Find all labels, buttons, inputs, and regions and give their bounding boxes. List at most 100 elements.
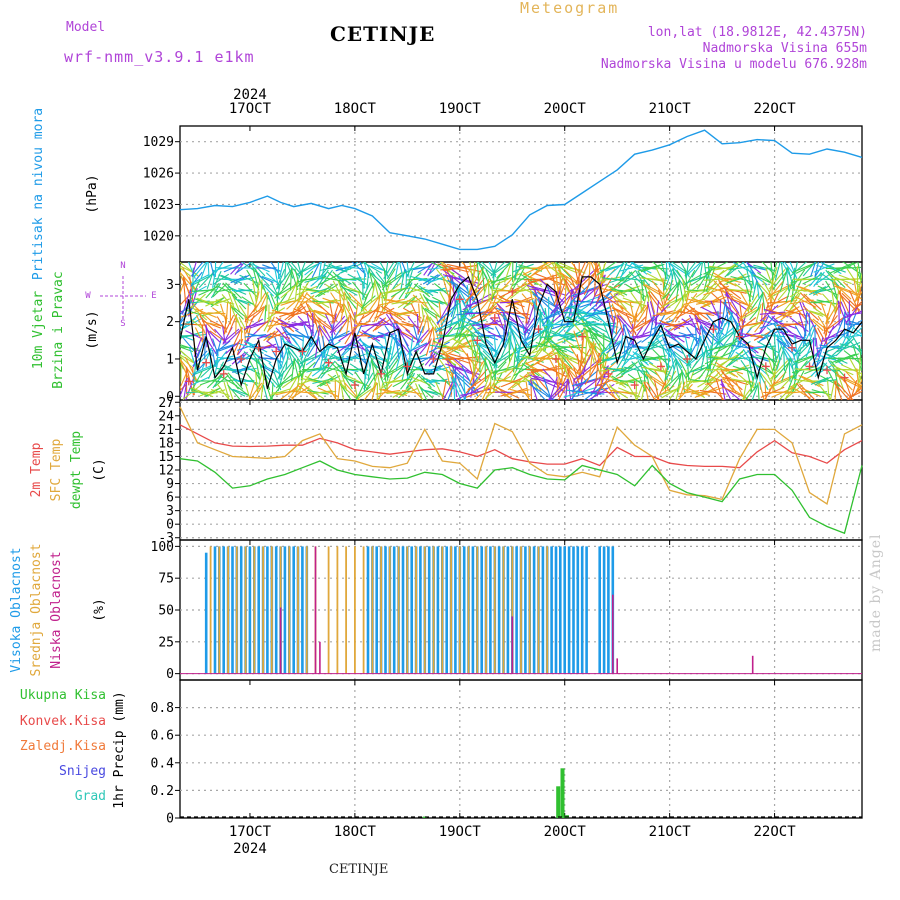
wind-barb <box>547 355 564 385</box>
wind-barb <box>793 354 817 363</box>
wind-barb <box>239 274 259 284</box>
wind-barb <box>342 353 366 364</box>
wind-barb <box>757 293 764 311</box>
wind-barb <box>361 330 381 342</box>
wind-barb <box>284 262 287 280</box>
wind-barb <box>708 273 734 286</box>
wind-barb <box>373 304 382 323</box>
wind-barb <box>295 370 301 392</box>
wind-barb <box>794 346 802 370</box>
wind-barb <box>384 347 401 369</box>
xtick-label-bottom: 20OCT <box>544 824 587 840</box>
wind-barb <box>441 379 447 400</box>
wind-barb <box>769 266 778 292</box>
xtick-label-top: 21OCT <box>649 101 692 117</box>
wind-axis-label-1: 10m Vjetar <box>31 291 46 369</box>
wind-barb <box>205 297 224 307</box>
wind-barb <box>524 281 538 300</box>
wind-axis-label-2: Brzina i Pravac <box>51 271 66 388</box>
high-cloud-bar <box>410 546 413 674</box>
wind-barb <box>298 371 313 391</box>
wind-barb <box>367 359 373 381</box>
wind-barb <box>265 284 279 298</box>
wind-barb <box>329 330 350 342</box>
wind-barb <box>404 282 413 299</box>
wind-barb <box>526 371 539 391</box>
wind-barb <box>717 310 720 339</box>
wind-barb <box>275 284 297 297</box>
precip-unit-label: 1hr Precip (mm) <box>112 691 127 808</box>
wind-barb <box>400 348 405 369</box>
wind-barb <box>683 298 705 306</box>
precip-unit-label-group: 1hr Precip (mm) <box>112 691 127 808</box>
wind-barb <box>674 333 697 338</box>
wind-barb <box>410 303 421 323</box>
wind-barb <box>738 306 758 320</box>
wind-barb <box>829 380 835 400</box>
wind-barb <box>474 342 496 352</box>
wind-barb <box>571 369 599 393</box>
wind-barb <box>401 359 409 380</box>
wind-barb <box>836 368 862 371</box>
wind-barb <box>289 268 293 291</box>
wind-barb <box>525 302 531 324</box>
wind-barb <box>381 292 384 312</box>
wind-barb <box>796 382 812 400</box>
wind-barb <box>207 262 210 279</box>
wind-barb <box>500 374 530 388</box>
wind-barb <box>437 345 470 349</box>
wind-barb <box>288 321 310 328</box>
wind-barb <box>588 262 591 286</box>
wind-barb <box>340 285 358 296</box>
wind-barb <box>768 371 787 391</box>
wind-barb <box>705 345 709 371</box>
wind-barb <box>255 358 261 382</box>
wind-barb <box>450 280 479 302</box>
wind-barb <box>216 367 237 372</box>
wind-barb <box>690 390 715 395</box>
wind-gust-marker <box>429 354 438 363</box>
wind-barb <box>510 297 535 306</box>
wind-barb <box>684 262 697 277</box>
wind-barb <box>456 310 478 339</box>
cloud-axis-label-high-group: Visoka Oblacnost <box>9 547 24 672</box>
wind-barb <box>724 262 740 278</box>
temp-series-line-0 <box>179 424 863 469</box>
wind-barb <box>660 289 671 314</box>
wind-barb <box>591 307 618 319</box>
wind-barb <box>597 351 621 366</box>
wind-barb <box>275 327 292 345</box>
wind-barb <box>727 335 739 360</box>
wind-barb <box>371 381 377 400</box>
wind-barb <box>527 380 547 400</box>
wind-barb <box>844 380 853 400</box>
high-cloud-bar <box>585 546 588 674</box>
wind-barb <box>566 316 598 333</box>
wind-barb <box>414 383 424 400</box>
wind-barb <box>420 328 433 344</box>
wind-barb <box>398 262 404 279</box>
wind-barb <box>814 262 826 277</box>
high-cloud-bar <box>419 546 422 674</box>
wind-gust-marker <box>683 354 692 363</box>
wind-barb <box>332 317 349 332</box>
wind-barb <box>685 350 701 367</box>
high-cloud-bar <box>515 546 518 674</box>
mid-cloud-bar <box>227 546 229 674</box>
wind-barb <box>316 269 329 289</box>
wind-barb <box>340 371 348 391</box>
wind-barb <box>266 292 268 312</box>
wind-gust-marker <box>377 369 386 378</box>
wind-barb <box>696 320 721 329</box>
wind-barb <box>455 296 460 330</box>
wind-barb <box>684 268 689 291</box>
wind-barb <box>195 349 212 368</box>
wind-barb <box>325 283 345 298</box>
wind-barb <box>776 338 795 356</box>
wind-barb <box>453 369 480 393</box>
wind-barb <box>570 278 597 303</box>
wind-barb <box>305 302 317 325</box>
wind-barb <box>221 294 236 310</box>
wind-barb <box>427 327 434 345</box>
wind-barb <box>363 372 374 390</box>
